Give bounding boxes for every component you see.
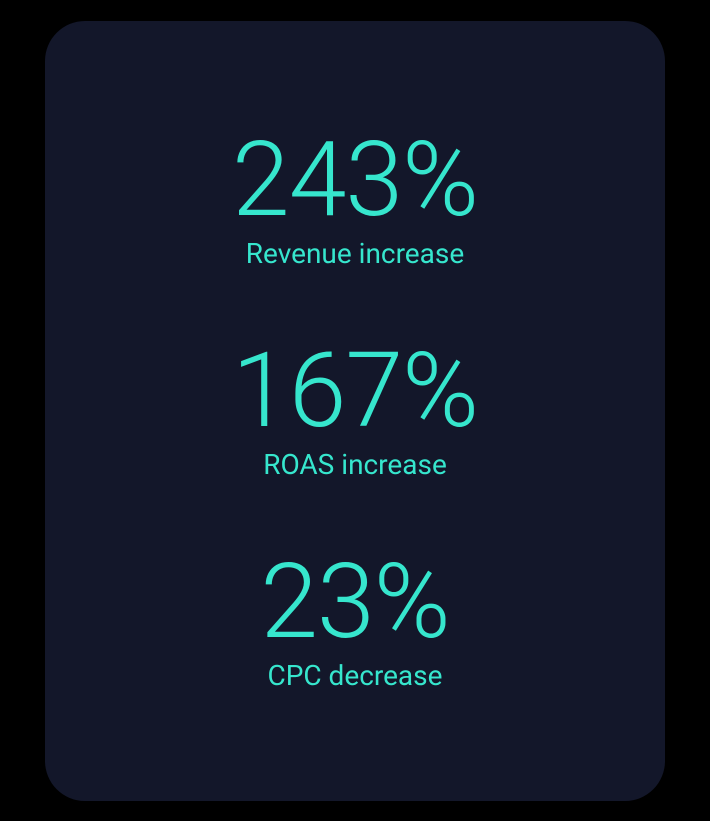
metric-value: 243%	[232, 129, 478, 233]
metric-value: 167%	[232, 340, 478, 444]
metric-value: 23%	[260, 551, 449, 655]
metric-label: CPC decrease	[268, 659, 443, 692]
metric-label: Revenue increase	[246, 237, 464, 270]
metric-roas: 167% ROAS increase	[232, 340, 478, 481]
metrics-card: 243% Revenue increase 167% ROAS increase…	[45, 21, 665, 801]
metric-revenue: 243% Revenue increase	[232, 129, 478, 270]
metric-label: ROAS increase	[263, 448, 447, 481]
metric-cpc: 23% CPC decrease	[260, 551, 449, 692]
